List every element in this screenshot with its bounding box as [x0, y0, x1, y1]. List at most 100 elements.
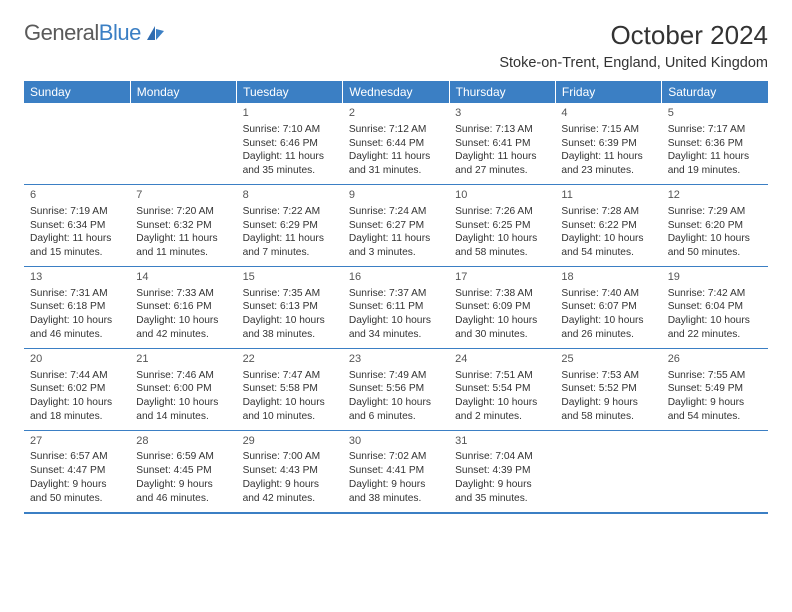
day-number: 9	[349, 188, 443, 203]
day-cell: 25Sunrise: 7:53 AMSunset: 5:52 PMDayligh…	[555, 348, 661, 430]
day-cell: 4Sunrise: 7:15 AMSunset: 6:39 PMDaylight…	[555, 103, 661, 184]
calendar-table: SundayMondayTuesdayWednesdayThursdayFrid…	[24, 81, 768, 512]
day-cell: 22Sunrise: 7:47 AMSunset: 5:58 PMDayligh…	[237, 348, 343, 430]
day-number: 30	[349, 434, 443, 449]
logo-word1: General	[24, 20, 99, 45]
daylight-text: Daylight: 11 hours and 7 minutes.	[243, 232, 337, 260]
day-number: 14	[136, 270, 230, 285]
week-row: 20 Sunrise: 7:44 AMSunset: 6:02 PM Dayligh…	[24, 348, 768, 430]
day-number: 20	[30, 352, 124, 367]
day-number: 15	[243, 270, 337, 285]
day-cell: 7Sunrise: 7:20 AMSunset: 6:32 PMDaylight…	[130, 184, 236, 266]
sunrise-text: Sunrise: 7:13 AM	[455, 123, 549, 137]
header: GeneralBlue October 2024 Stoke-on-Trent,…	[24, 20, 768, 71]
sunset-text: Sunset: 4:47 PM	[30, 464, 124, 478]
sunset-text: Sunset: 6:27 PM	[349, 219, 443, 233]
daylight-text: Daylight: 9 hours and 38 minutes.	[349, 478, 443, 506]
day-cell: 13Sunrise: 7:31 AMSunset: 6:18 PMDayligh…	[24, 266, 130, 348]
logo: GeneralBlue	[24, 20, 165, 46]
logo-text: GeneralBlue	[24, 20, 141, 46]
sunset-text: Sunset: 6:29 PM	[243, 219, 337, 233]
day-cell: 9Sunrise: 7:24 AMSunset: 6:27 PMDaylight…	[343, 184, 449, 266]
daylight-text: Daylight: 11 hours and 19 minutes.	[668, 150, 762, 178]
day-number: 21	[136, 352, 230, 367]
sunset-text: Sunset: 6:09 PM	[455, 300, 549, 314]
daylight-text: Daylight: 10 hours and 22 minutes.	[668, 314, 762, 342]
day-cell: 27Sunrise: 6:57 AMSunset: 4:47 PMDayligh…	[24, 430, 130, 511]
sunset-text: Sunset: 6:25 PM	[455, 219, 549, 233]
sunrise-text: Sunrise: 7:17 AM	[668, 123, 762, 137]
day-cell: 2Sunrise: 7:12 AMSunset: 6:44 PMDaylight…	[343, 103, 449, 184]
sunset-text: Sunset: 5:52 PM	[561, 382, 655, 396]
sunrise-text: Sunrise: 7:22 AM	[243, 205, 337, 219]
day-header: Saturday	[662, 81, 768, 103]
sunset-text: Sunset: 6:02 PM	[30, 382, 124, 396]
day-header: Monday	[130, 81, 236, 103]
sunrise-text: Sunrise: 7:31 AM	[30, 287, 124, 301]
logo-sail-icon	[145, 24, 165, 42]
day-header: Wednesday	[343, 81, 449, 103]
day-number: 10	[455, 188, 549, 203]
sunrise-text: Sunrise: 7:44 AM	[30, 369, 124, 383]
sunset-text: Sunset: 6:13 PM	[243, 300, 337, 314]
daylight-text: Daylight: 10 hours and 2 minutes.	[455, 396, 549, 424]
sunset-text: Sunset: 6:22 PM	[561, 219, 655, 233]
day-cell	[24, 103, 130, 184]
day-cell: 29Sunrise: 7:00 AMSunset: 4:43 PMDayligh…	[237, 430, 343, 511]
sunset-text: Sunset: 6:18 PM	[30, 300, 124, 314]
daylight-text: Daylight: 10 hours and 10 minutes.	[243, 396, 337, 424]
day-cell: 23Sunrise: 7:49 AMSunset: 5:56 PMDayligh…	[343, 348, 449, 430]
day-cell: 28Sunrise: 6:59 AMSunset: 4:45 PMDayligh…	[130, 430, 236, 511]
day-cell: 6Sunrise: 7:19 AMSunset: 6:34 PMDaylight…	[24, 184, 130, 266]
daylight-text: Daylight: 10 hours and 6 minutes.	[349, 396, 443, 424]
daylight-text: Daylight: 11 hours and 15 minutes.	[30, 232, 124, 260]
day-number: 5	[668, 106, 762, 121]
day-cell	[662, 430, 768, 511]
day-number: 19	[668, 270, 762, 285]
day-number: 24	[455, 352, 549, 367]
day-header: Thursday	[449, 81, 555, 103]
day-header: Tuesday	[237, 81, 343, 103]
day-cell: 3Sunrise: 7:13 AMSunset: 6:41 PMDaylight…	[449, 103, 555, 184]
sunrise-text: Sunrise: 7:02 AM	[349, 450, 443, 464]
day-number: 28	[136, 434, 230, 449]
sunset-text: Sunset: 5:56 PM	[349, 382, 443, 396]
day-cell: 15Sunrise: 7:35 AMSunset: 6:13 PMDayligh…	[237, 266, 343, 348]
daylight-text: Daylight: 9 hours and 50 minutes.	[30, 478, 124, 506]
sunrise-text: Sunrise: 7:04 AM	[455, 450, 549, 464]
day-cell: 31Sunrise: 7:04 AMSunset: 4:39 PMDayligh…	[449, 430, 555, 511]
day-number: 16	[349, 270, 443, 285]
daylight-text: Daylight: 11 hours and 3 minutes.	[349, 232, 443, 260]
sunrise-text: Sunrise: 7:29 AM	[668, 205, 762, 219]
day-number: 17	[455, 270, 549, 285]
day-number: 2	[349, 106, 443, 121]
daylight-text: Daylight: 11 hours and 27 minutes.	[455, 150, 549, 178]
day-number: 26	[668, 352, 762, 367]
sunrise-text: Sunrise: 7:40 AM	[561, 287, 655, 301]
sunrise-text: Sunrise: 7:00 AM	[243, 450, 337, 464]
sunrise-text: Sunrise: 7:51 AM	[455, 369, 549, 383]
sunrise-text: Sunrise: 6:59 AM	[136, 450, 230, 464]
day-cell: 26Sunrise: 7:55 AMSunset: 5:49 PMDayligh…	[662, 348, 768, 430]
day-cell: 11Sunrise: 7:28 AMSunset: 6:22 PMDayligh…	[555, 184, 661, 266]
day-header: Sunday	[24, 81, 130, 103]
day-number: 25	[561, 352, 655, 367]
bottom-divider	[24, 512, 768, 514]
daylight-text: Daylight: 11 hours and 11 minutes.	[136, 232, 230, 260]
day-number: 4	[561, 106, 655, 121]
calendar-page: GeneralBlue October 2024 Stoke-on-Trent,…	[0, 0, 792, 534]
sunset-text: Sunset: 4:41 PM	[349, 464, 443, 478]
day-cell: 19Sunrise: 7:42 AMSunset: 6:04 PMDayligh…	[662, 266, 768, 348]
logo-word2: Blue	[99, 20, 141, 45]
day-cell: 12Sunrise: 7:29 AMSunset: 6:20 PMDayligh…	[662, 184, 768, 266]
sunrise-text: Sunrise: 7:26 AM	[455, 205, 549, 219]
sunset-text: Sunset: 5:49 PM	[668, 382, 762, 396]
daylight-text: Daylight: 10 hours and 14 minutes.	[136, 396, 230, 424]
sunset-text: Sunset: 6:39 PM	[561, 137, 655, 151]
day-number: 31	[455, 434, 549, 449]
day-number: 13	[30, 270, 124, 285]
day-cell: 24Sunrise: 7:51 AMSunset: 5:54 PMDayligh…	[449, 348, 555, 430]
sunset-text: Sunset: 6:46 PM	[243, 137, 337, 151]
month-title: October 2024	[499, 20, 768, 51]
day-cell: 14Sunrise: 7:33 AMSunset: 6:16 PMDayligh…	[130, 266, 236, 348]
